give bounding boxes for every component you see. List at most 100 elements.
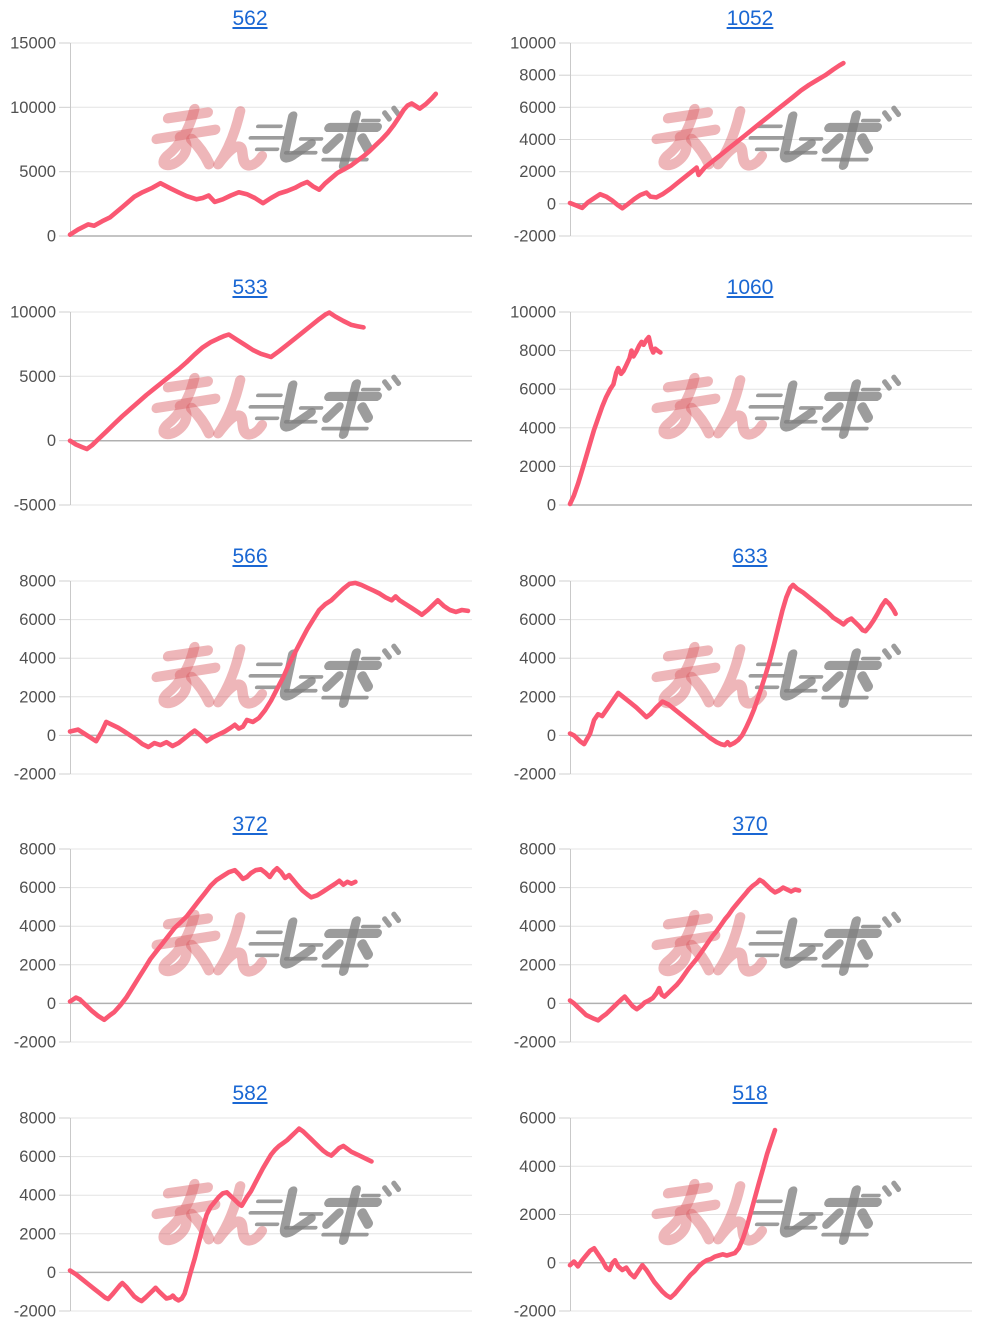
watermark	[154, 1183, 401, 1241]
chart-cell-518: 518 -2000 0 2000 4000 6000	[500, 1075, 1000, 1344]
y-axis-tick-label: 2000	[519, 1206, 556, 1224]
slump-line-series	[567, 582, 898, 747]
y-axis-tick-label: 4000	[519, 918, 556, 936]
y-axis-tick-label: 4000	[519, 131, 556, 149]
slump-line-series	[567, 877, 802, 1024]
slump-line-series	[567, 1127, 778, 1301]
chart-title-row: 1060	[500, 269, 1000, 304]
chart-title-row: 562	[0, 0, 500, 35]
chart-cell-562: 562 0 5000 10000 15000	[0, 0, 500, 269]
y-axis-tick-label: 2000	[519, 688, 556, 706]
y-axis-tick-label: 0	[47, 432, 56, 450]
slump-graph: -2000 0 2000 4000 6000 8000	[514, 573, 972, 783]
watermark	[154, 914, 401, 972]
slump-graph: -2000 0 2000 4000 6000	[514, 1110, 972, 1321]
y-axis-tick-label: -2000	[514, 1303, 556, 1321]
chart-title-row: 370	[500, 806, 1000, 841]
y-axis-tick-label: 8000	[519, 67, 556, 85]
chart-cell-633: 633 -2000 0 2000 4000 6000 8000	[500, 538, 1000, 807]
chart-title-row: 1052	[500, 0, 1000, 35]
y-axis-tick-label: 0	[547, 726, 556, 744]
y-axis-tick-label: -2000	[14, 1034, 56, 1052]
slump-line-series	[567, 334, 663, 507]
y-axis-tick-label: 4000	[519, 649, 556, 667]
y-axis-tick-label: -2000	[14, 765, 56, 783]
y-axis-tick-label: -2000	[514, 1034, 556, 1052]
y-axis-tick-label: 2000	[519, 163, 556, 181]
slump-line-series	[67, 866, 358, 1023]
y-axis-tick-label: 2000	[19, 957, 56, 975]
chart-cell-1060: 1060 0 2000 4000 6000 8000 10000	[500, 269, 1000, 538]
chart-cell-370: 370 -2000 0 2000 4000 6000 8000	[500, 806, 1000, 1075]
y-axis-tick-label: 8000	[519, 342, 556, 360]
y-axis-tick-label: 8000	[19, 1110, 56, 1128]
watermark	[654, 108, 901, 166]
y-axis-tick-label: 4000	[19, 918, 56, 936]
y-axis-tick-label: -2000	[14, 1303, 56, 1321]
y-axis-tick-label: 6000	[519, 380, 556, 398]
y-axis-tick-label: 5000	[19, 163, 56, 181]
y-axis-tick-label: 8000	[519, 573, 556, 591]
y-axis-tick-label: 4000	[19, 1187, 56, 1205]
chart-title-link[interactable]: 370	[732, 813, 768, 837]
slump-graph: -2000 0 2000 4000 6000 8000 10000	[510, 35, 972, 246]
chart-title-link[interactable]: 372	[232, 813, 268, 837]
slump-graph: 0 5000 10000 15000	[10, 35, 472, 246]
y-axis-tick-label: 0	[547, 1254, 556, 1272]
chart-title-link[interactable]: 1052	[726, 7, 774, 30]
y-axis-tick-label: 5000	[19, 368, 56, 386]
chart-title-row: 518	[500, 1075, 1000, 1110]
y-axis-tick-label: 0	[47, 995, 56, 1013]
y-axis-tick-label: 6000	[519, 879, 556, 897]
y-axis-tick-label: 10000	[10, 304, 56, 322]
y-axis-tick-label: 0	[47, 228, 56, 246]
chart-title-link[interactable]: 562	[232, 7, 268, 30]
y-axis-tick-label: -5000	[14, 496, 56, 514]
slump-line-series	[567, 60, 846, 211]
y-axis-tick-label: 6000	[519, 1110, 556, 1128]
slump-graph: -5000 0 5000 10000	[10, 304, 472, 514]
y-axis-tick-label: 0	[47, 726, 56, 744]
y-axis-tick-label: 6000	[19, 879, 56, 897]
chart-title-row: 533	[0, 269, 500, 304]
y-axis-tick-label: 6000	[19, 611, 56, 629]
y-axis-tick-label: 2000	[19, 688, 56, 706]
watermark	[654, 1183, 901, 1241]
watermark	[154, 377, 401, 435]
y-axis-tick-label: 2000	[19, 1225, 56, 1243]
slump-graph: -2000 0 2000 4000 6000 8000	[14, 573, 472, 783]
chart-title-row: 633	[500, 538, 1000, 573]
slump-line-series	[67, 310, 366, 452]
y-axis-tick-label: 4000	[519, 419, 556, 437]
chart-title-link[interactable]: 533	[232, 275, 268, 299]
y-axis-tick-label: 0	[47, 1264, 56, 1282]
y-axis-tick-label: 10000	[510, 35, 556, 53]
chart-cell-566: 566 -2000 0 2000 4000 6000 8000	[0, 538, 500, 807]
y-axis-tick-label: -2000	[514, 765, 556, 783]
y-axis-tick-label: 8000	[19, 573, 56, 591]
chart-title-row: 566	[0, 538, 500, 573]
slump-line-series	[67, 91, 439, 237]
watermark	[654, 645, 901, 703]
chart-title-row: 372	[0, 806, 500, 841]
y-axis-tick-label: -2000	[514, 228, 556, 246]
chart-title-link[interactable]: 566	[232, 544, 268, 568]
watermark	[654, 377, 901, 435]
slump-graph: -2000 0 2000 4000 6000 8000	[514, 841, 972, 1052]
chart-title-link[interactable]: 518	[732, 1082, 768, 1106]
slump-line-series	[67, 1126, 374, 1304]
y-axis-tick-label: 8000	[19, 841, 56, 859]
y-axis-tick-label: 0	[547, 995, 556, 1013]
chart-title-link[interactable]: 633	[732, 544, 768, 568]
y-axis-tick-label: 2000	[519, 957, 556, 975]
y-axis-tick-label: 10000	[10, 99, 56, 117]
y-axis-tick-label: 4000	[519, 1158, 556, 1176]
slump-graph: 0 2000 4000 6000 8000 10000	[510, 304, 972, 514]
chart-title-row: 582	[0, 1075, 500, 1110]
chart-title-link[interactable]: 1060	[726, 275, 774, 299]
slump-graph: -2000 0 2000 4000 6000 8000	[14, 1110, 472, 1321]
y-axis-tick-label: 6000	[19, 1148, 56, 1166]
y-axis-tick-label: 8000	[519, 841, 556, 859]
chart-cell-1052: 1052 -2000 0 2000 4000 6000 8000 10000	[500, 0, 1000, 269]
chart-title-link[interactable]: 582	[232, 1082, 268, 1106]
